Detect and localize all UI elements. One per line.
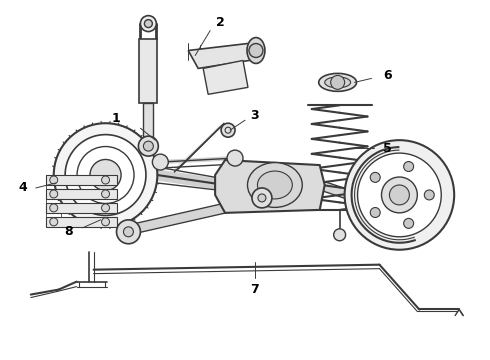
Circle shape xyxy=(144,141,153,151)
Polygon shape xyxy=(215,160,325,213)
Circle shape xyxy=(358,153,441,237)
Circle shape xyxy=(331,75,344,89)
Circle shape xyxy=(123,227,133,237)
Text: 7: 7 xyxy=(250,283,259,296)
Circle shape xyxy=(54,123,157,227)
Circle shape xyxy=(404,162,414,171)
Text: 6: 6 xyxy=(383,69,392,82)
Circle shape xyxy=(249,44,263,58)
Circle shape xyxy=(50,218,58,226)
Circle shape xyxy=(370,172,380,183)
Bar xyxy=(46,203,118,213)
Text: 4: 4 xyxy=(19,181,27,194)
Circle shape xyxy=(370,207,380,217)
Circle shape xyxy=(50,176,58,184)
Ellipse shape xyxy=(325,77,350,88)
Ellipse shape xyxy=(247,163,302,207)
Bar xyxy=(46,217,118,227)
Circle shape xyxy=(227,150,243,166)
Text: 5: 5 xyxy=(383,141,392,155)
Circle shape xyxy=(404,219,414,228)
Circle shape xyxy=(424,190,434,200)
Circle shape xyxy=(101,176,110,184)
Circle shape xyxy=(152,154,168,170)
Circle shape xyxy=(77,147,134,203)
Circle shape xyxy=(117,220,141,244)
Bar xyxy=(140,39,157,103)
Circle shape xyxy=(382,177,417,213)
Circle shape xyxy=(101,190,110,198)
Circle shape xyxy=(141,15,156,32)
Circle shape xyxy=(334,229,345,241)
Bar xyxy=(46,175,118,185)
Circle shape xyxy=(65,135,146,215)
Circle shape xyxy=(50,190,58,198)
Circle shape xyxy=(145,20,152,28)
Circle shape xyxy=(258,194,266,202)
Circle shape xyxy=(390,185,409,205)
Text: 2: 2 xyxy=(216,16,224,29)
Polygon shape xyxy=(188,42,262,68)
Text: 3: 3 xyxy=(251,109,259,122)
Text: 8: 8 xyxy=(64,225,73,238)
Text: 1: 1 xyxy=(111,112,120,125)
Circle shape xyxy=(101,218,110,226)
Circle shape xyxy=(101,204,110,212)
Circle shape xyxy=(138,136,158,156)
Circle shape xyxy=(50,204,58,212)
Circle shape xyxy=(221,123,235,137)
Ellipse shape xyxy=(247,37,265,63)
Circle shape xyxy=(344,140,454,250)
Polygon shape xyxy=(203,60,248,94)
Ellipse shape xyxy=(257,171,293,199)
Circle shape xyxy=(252,188,272,208)
Ellipse shape xyxy=(318,73,357,91)
Circle shape xyxy=(90,159,121,190)
Bar xyxy=(46,189,118,199)
Bar xyxy=(144,103,153,143)
